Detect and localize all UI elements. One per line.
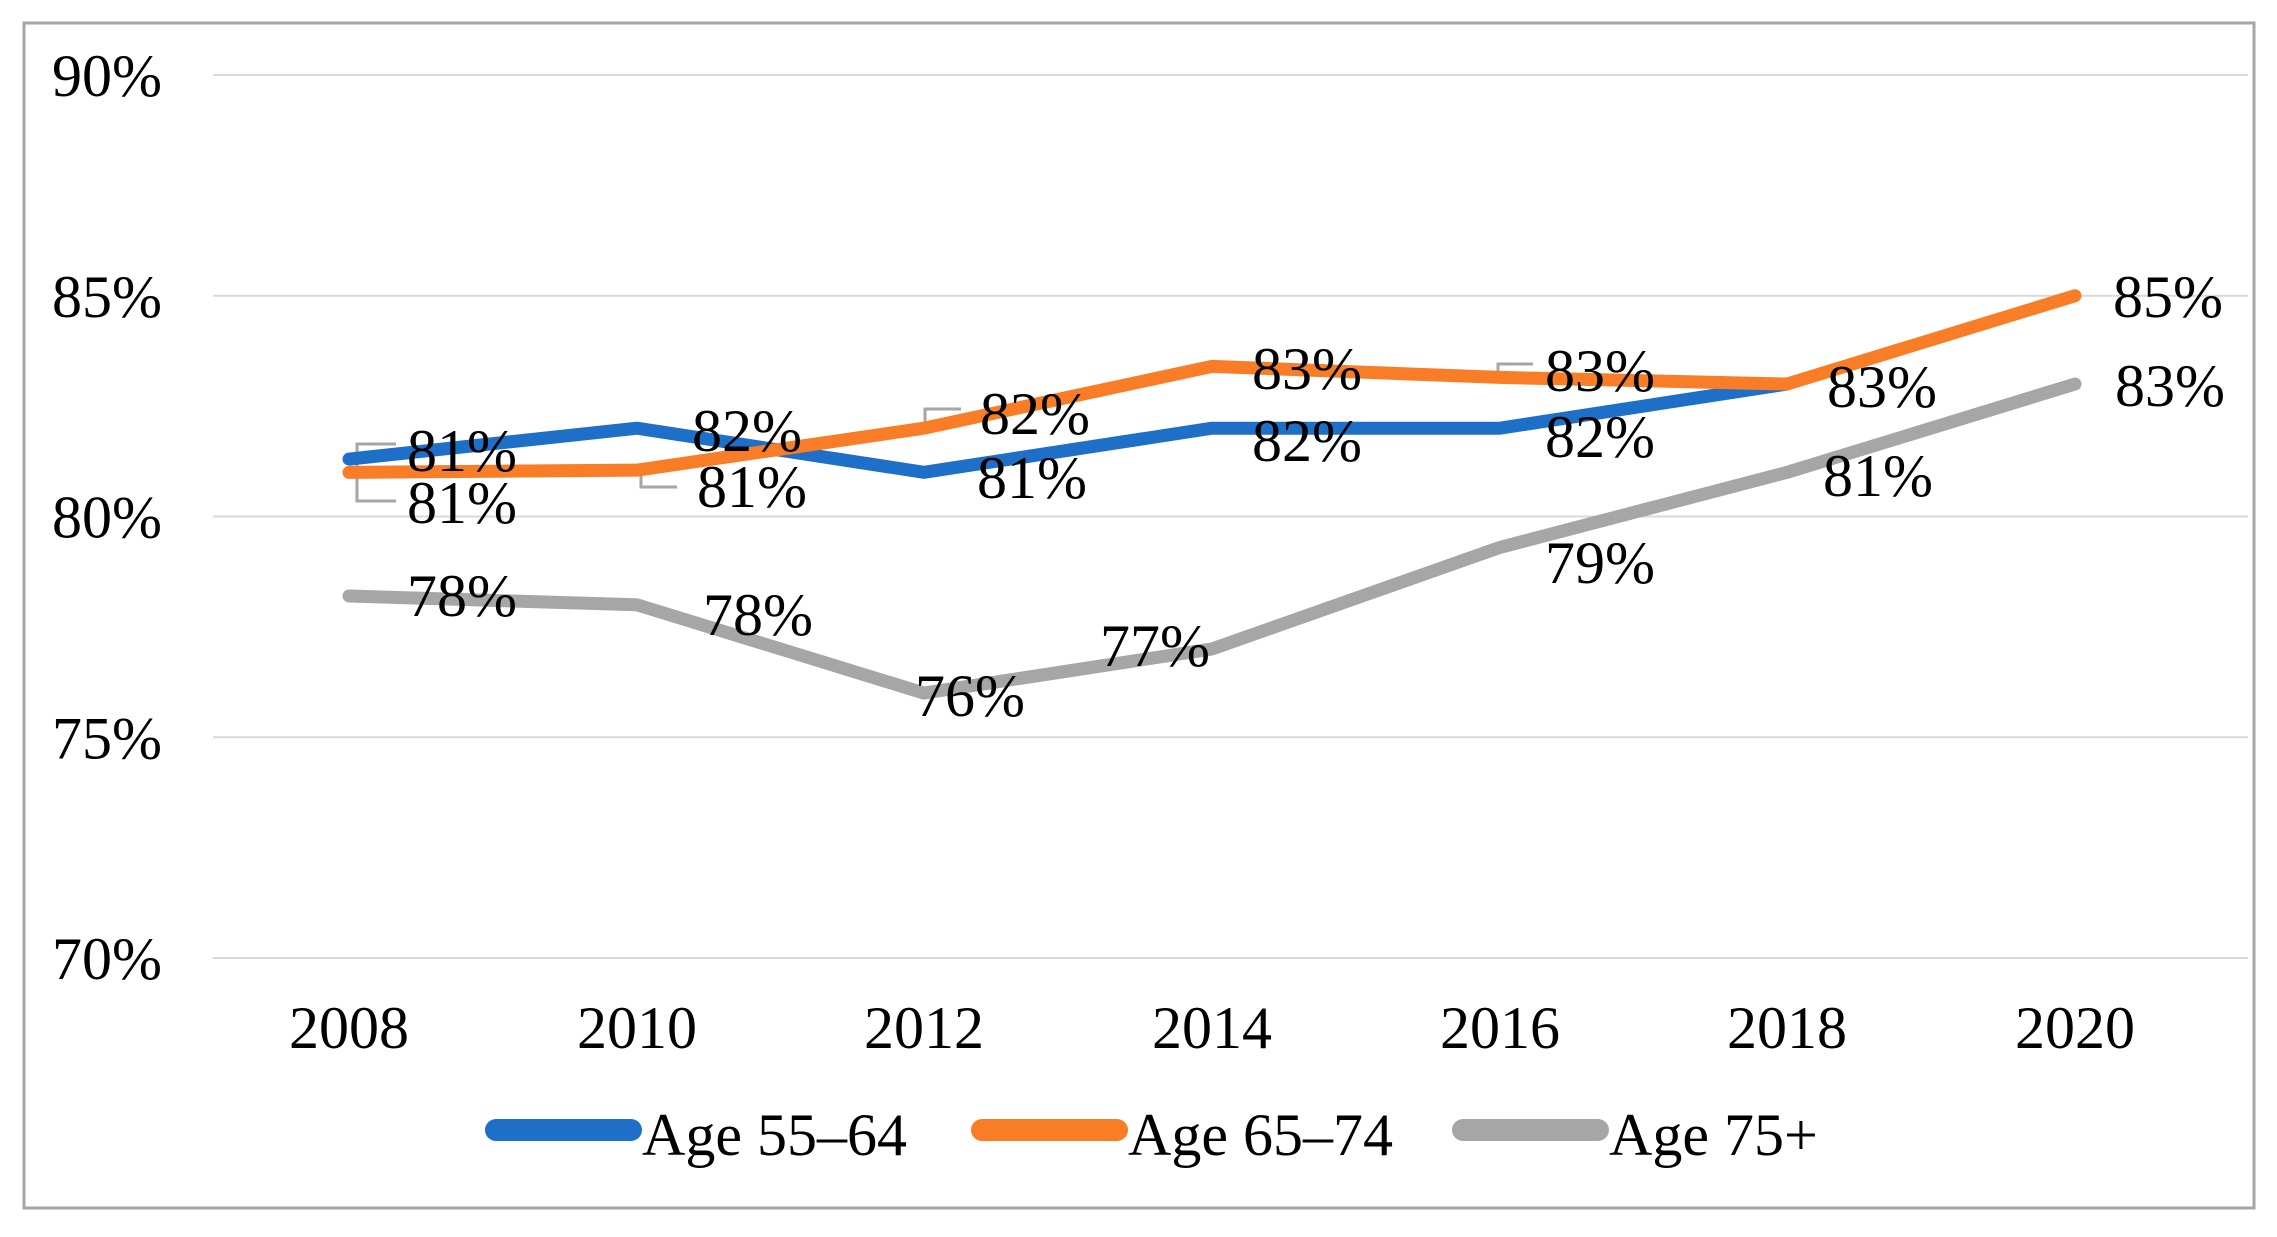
data-label: 83%	[1252, 336, 1362, 402]
series-line-age-75-	[342, 377, 2082, 700]
leader-line	[639, 474, 677, 489]
data-label: 83%	[1827, 354, 1937, 420]
leader-line	[923, 407, 961, 424]
x-axis-tick-label: 2020	[2015, 995, 2135, 1061]
data-label: 81%	[697, 454, 807, 520]
x-axis-tick-label: 2018	[1727, 995, 1847, 1061]
data-label: 83%	[1545, 338, 1655, 404]
y-axis-tick-label: 80%	[52, 485, 162, 551]
data-label: 82%	[1545, 404, 1655, 470]
data-label: 78%	[703, 582, 813, 648]
data-label: 77%	[1100, 613, 1210, 679]
x-axis-tick-label: 2016	[1440, 995, 1560, 1061]
leader-line	[355, 478, 396, 503]
legend-label: Age 55–64	[642, 1102, 907, 1168]
x-axis-tick-label: 2010	[577, 995, 697, 1061]
series-line-age-65-74	[342, 289, 2082, 479]
data-label: 82%	[692, 398, 802, 464]
y-axis-tick-label: 85%	[52, 264, 162, 330]
x-axis-tick-label: 2008	[289, 995, 409, 1061]
data-label: 81%	[1823, 443, 1933, 509]
y-axis-tick-label: 75%	[52, 705, 162, 771]
chart-border	[22, 21, 2256, 1210]
data-label: 85%	[2113, 264, 2223, 330]
series-line-age-55-64	[342, 377, 1794, 479]
legend-label: Age 65–74	[1128, 1102, 1393, 1168]
data-label: 76%	[915, 663, 1025, 729]
y-axis-tick-label: 70%	[52, 926, 162, 992]
data-label: 81%	[407, 470, 517, 536]
data-label: 81%	[407, 418, 517, 484]
x-axis-tick-label: 2012	[864, 995, 984, 1061]
y-axis-tick-label: 90%	[52, 43, 162, 109]
data-label: 79%	[1545, 530, 1655, 596]
legend-label: Age 75+	[1609, 1102, 1818, 1168]
data-label: 82%	[1252, 408, 1362, 474]
data-label: 78%	[407, 563, 517, 629]
data-label: 82%	[980, 381, 1090, 447]
data-label: 83%	[2115, 353, 2225, 419]
x-axis-tick-label: 2014	[1152, 995, 1272, 1061]
data-label: 81%	[977, 445, 1087, 511]
